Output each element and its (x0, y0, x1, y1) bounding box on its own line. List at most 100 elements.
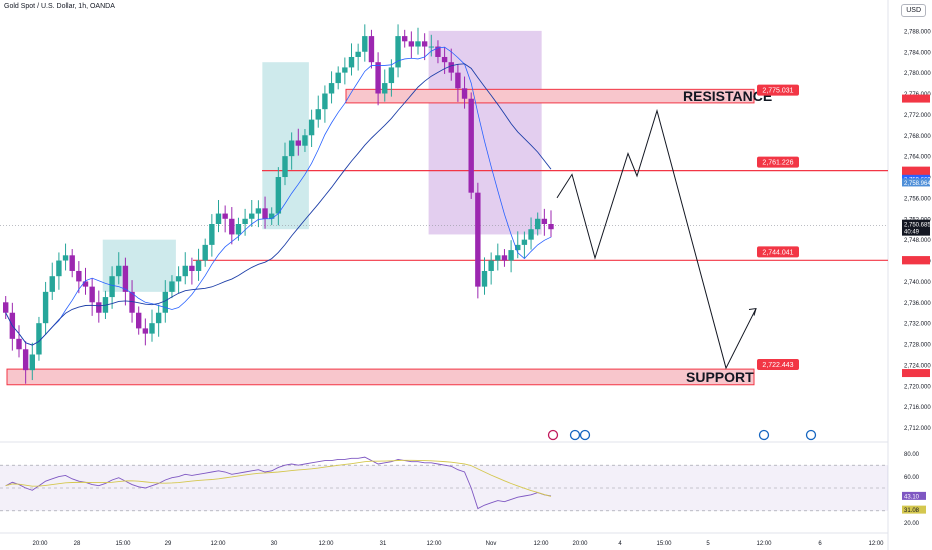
candle (521, 239, 528, 245)
ma-slow-line (5, 63, 552, 346)
rsi-value-label: 43.10 (904, 494, 920, 500)
candle (501, 255, 508, 261)
time-axis-tick: 31 (380, 541, 387, 547)
rsi-axis-tick: 20.00 (904, 521, 920, 527)
level-label: 2,761.226 (762, 160, 793, 167)
price-axis-tick: 2,712.000 (904, 426, 931, 432)
price-axis-tick: 2,764.000 (904, 155, 931, 161)
candle (335, 72, 341, 84)
time-axis-tick: 4 (618, 541, 622, 547)
candle (175, 276, 182, 282)
candle (541, 218, 548, 224)
candle (388, 67, 395, 84)
zone-label-resistance: RESISTANCE (683, 88, 772, 104)
candle (269, 213, 275, 219)
time-axis-tick: 29 (165, 541, 172, 547)
candle (535, 218, 541, 230)
time-axis-tick: 20:00 (32, 541, 48, 547)
price-axis-tick: 2,784.000 (904, 50, 931, 56)
rsi-value-tag (902, 491, 926, 500)
candle (375, 62, 381, 94)
candle (182, 265, 188, 277)
price-axis-tick: 2,748.000 (904, 238, 931, 244)
currency-button[interactable]: USD (901, 4, 926, 17)
rsi-line (5, 456, 552, 510)
candle (202, 244, 208, 261)
candle (315, 109, 321, 120)
candle (362, 36, 368, 52)
candle (342, 67, 348, 73)
time-axis-tick: 15:00 (656, 541, 672, 547)
projection-path (556, 108, 757, 370)
price-axis-tick: 2,772.000 (904, 113, 931, 119)
level-label: 2,775.031 (762, 88, 793, 95)
candle (288, 140, 295, 157)
time-axis-tick: 20:00 (572, 541, 588, 547)
candle (195, 260, 202, 271)
candle (435, 46, 441, 57)
candle (162, 291, 168, 313)
candle (348, 56, 355, 68)
price-axis-tick: 2,740.000 (904, 280, 931, 286)
candle (242, 218, 248, 224)
event-icon (758, 429, 770, 441)
time-axis-tick: 12:00 (533, 541, 549, 547)
price-axis-tick: 2,716.000 (904, 405, 931, 411)
candle (481, 270, 488, 287)
candle (36, 323, 42, 355)
candle (495, 255, 501, 261)
time-axis-tick: 6 (818, 541, 822, 547)
time-axis-tick: 12:00 (210, 541, 226, 547)
level-axis-tag (902, 166, 930, 175)
candle (235, 224, 242, 235)
time-axis-tick: 30 (271, 541, 278, 547)
countdown-label: 40:49 (904, 230, 920, 236)
zone-resistance (345, 88, 755, 104)
candle (209, 224, 215, 245)
level-tag (757, 84, 799, 96)
candle (142, 328, 149, 334)
teal-position-box (102, 239, 176, 292)
time-axis-tick: 12:00 (426, 541, 442, 547)
candle (262, 208, 268, 219)
candle (222, 213, 228, 219)
current-price-label: 2,750.685 (904, 223, 931, 229)
level-axis-tag (902, 369, 930, 378)
candle (488, 260, 494, 271)
candle (328, 83, 335, 94)
price-axis-tick: 2,720.000 (904, 384, 931, 390)
candle (155, 312, 162, 324)
candle (548, 224, 554, 230)
candle (76, 270, 82, 282)
time-axis-tick: 28 (74, 541, 81, 547)
candle (395, 36, 401, 68)
projection-arrowhead (748, 307, 757, 316)
candle (461, 88, 468, 99)
rsi-axis-tick: 80.00 (904, 452, 920, 458)
level-axis-tag (902, 256, 930, 265)
price-axis-tick: 2,756.000 (904, 196, 931, 202)
candle (255, 208, 262, 214)
event-icon (547, 429, 559, 441)
candle (62, 255, 69, 261)
level-axis-tag (902, 94, 930, 103)
candle (69, 255, 75, 271)
candle (515, 244, 521, 251)
candle (29, 354, 35, 371)
price-axis-tick: 2,736.000 (904, 301, 931, 307)
symbol-title: Gold Spot / U.S. Dollar, 1h, OANDA (4, 3, 115, 10)
candle (402, 36, 408, 42)
candle (428, 46, 434, 48)
candle (169, 281, 175, 292)
rsi-ma-line (5, 459, 552, 497)
event-icon (569, 429, 581, 441)
candle (122, 265, 129, 292)
candle (129, 291, 135, 313)
level-tag (757, 359, 799, 371)
candle (249, 213, 255, 219)
candle (528, 229, 534, 240)
candle (355, 51, 361, 57)
candle (421, 41, 428, 47)
